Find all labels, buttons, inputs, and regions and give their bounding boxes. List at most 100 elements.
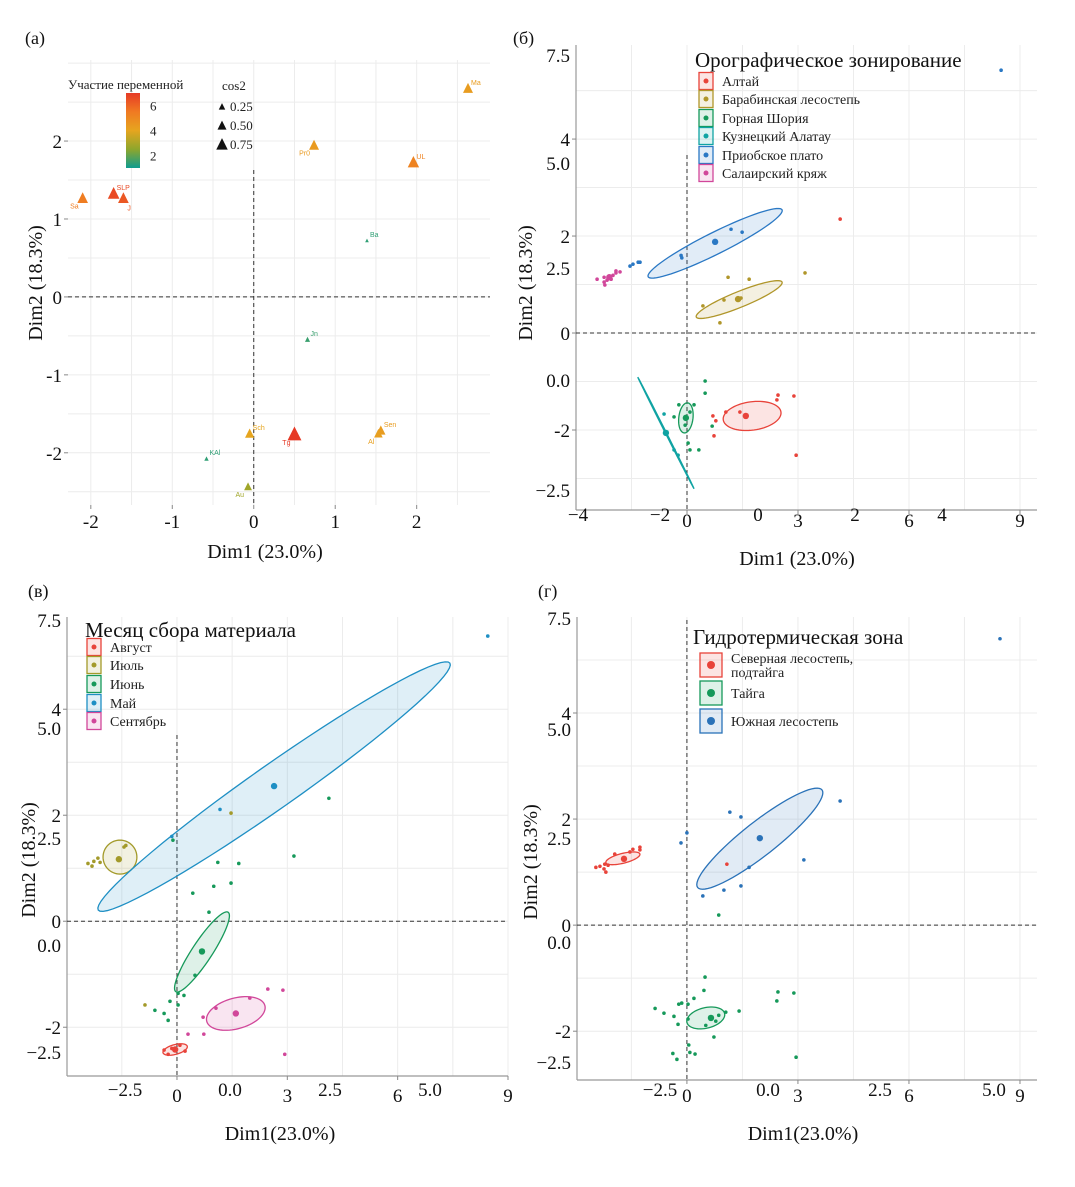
observation-point: [703, 391, 707, 395]
observation-point: [737, 1009, 741, 1013]
cos2-legend-label: 0.75: [230, 137, 253, 152]
legend-label: Август: [110, 641, 152, 656]
variable-marker: [304, 336, 311, 342]
panel-label: (г): [538, 581, 557, 602]
observation-point: [595, 277, 599, 281]
y-tick-label-overlay: 0.0: [547, 933, 571, 954]
observation-point: [686, 441, 690, 445]
legend-item: Горная Шория: [698, 108, 809, 128]
legend-cos2-title: cos2: [222, 78, 246, 93]
y-tick-label-overlay: −2.5: [27, 1043, 61, 1064]
legend-label: Тайга: [731, 687, 766, 702]
y-tick-label-overlay: 0.0: [37, 936, 61, 957]
x-tick-label-overlay: −2: [650, 505, 670, 526]
observation-point: [186, 1032, 190, 1036]
confidence-ellipse: [722, 400, 782, 432]
observation-point: [602, 280, 606, 284]
legend-item: Июль: [86, 655, 144, 675]
observation-point: [686, 1002, 690, 1006]
y-tick-label: 4: [561, 130, 571, 151]
observation-point: [703, 1023, 708, 1028]
observation-point: [628, 264, 632, 268]
observation-point: [602, 275, 606, 280]
variable-marker: [365, 238, 369, 243]
group-centroid: [115, 856, 123, 863]
legend-key-dot-icon: [703, 96, 709, 102]
observation-point: [653, 1006, 657, 1011]
observation-point: [802, 858, 806, 862]
observation-point: [662, 412, 666, 416]
x-tick-label-overlay: 5.0: [418, 1080, 442, 1101]
observation-point: [679, 1001, 684, 1005]
y-axis-title: Dim2 (18.3%): [520, 804, 542, 920]
legend-item: Май: [86, 693, 137, 713]
legend-label: Южная лесостепь: [731, 715, 838, 730]
observation-point: [776, 393, 780, 397]
y-tick-label-overlay: −2.5: [537, 1053, 571, 1074]
observation-point: [838, 799, 842, 803]
x-tick-label-overlay: 0.0: [218, 1080, 242, 1101]
legend-key-dot-icon: [707, 717, 715, 725]
observation-point: [685, 831, 689, 835]
observation-point: [631, 262, 635, 266]
observation-point: [838, 217, 842, 221]
y-tick-label: 0: [53, 288, 63, 309]
y-tick-label: 0: [52, 912, 62, 933]
variable-marker: [204, 456, 209, 461]
x-tick-label-overlay: −2.5: [108, 1080, 142, 1101]
y-tick-label-overlay: 0.0: [546, 371, 570, 392]
observation-point: [710, 424, 714, 428]
panel-label: (в): [28, 581, 49, 602]
legend-key-dot-icon: [703, 170, 709, 176]
legend-key-dot-icon: [703, 78, 709, 84]
x-axis-title: Dim1 (23.0%): [207, 541, 323, 563]
legend-item: Сентябрь: [86, 711, 166, 731]
observation-point: [803, 271, 807, 275]
observation-point: [218, 807, 222, 812]
variable-label: Sa: [70, 204, 79, 211]
observation-point: [723, 1010, 728, 1014]
panel-3: 0 3 6 9 4 2 0 -2 −2.5 0.0 2.5 5.0 7.5 5.0 2.5 0.0 −2.5 (в…: [18, 581, 513, 1145]
observation-point: [618, 270, 622, 274]
observation-point: [638, 848, 642, 852]
cos2-legend-label: 0.50: [230, 118, 253, 133]
variable-label: Sch: [253, 425, 265, 432]
panel-2: 0 3 6 9 4 2 0 -2 −4 −2 0 2 4 7.5 5.0 2.5 0.0 −2.5 (б) Dim1 …: [513, 28, 1037, 570]
observation-point: [292, 854, 296, 858]
x-tick-label-overlay: 2.5: [868, 1080, 892, 1101]
legend-item: Август: [86, 637, 152, 657]
observation-point: [171, 838, 175, 842]
observation-point: [701, 894, 705, 898]
observation-point: [124, 843, 128, 848]
legend-key-dot-icon: [91, 662, 97, 668]
x-tick-label-overlay: 2.5: [318, 1080, 342, 1101]
observation-point: [676, 1002, 681, 1006]
legend-label: Май: [110, 697, 137, 712]
observation-point: [202, 1032, 206, 1036]
observation-point: [598, 864, 602, 869]
observation-point: [722, 298, 726, 302]
x-tick-label: 3: [793, 1086, 803, 1107]
observation-point: [90, 864, 94, 868]
observation-point: [281, 988, 285, 992]
cos2-legend-label: 0.25: [230, 99, 253, 114]
observation-point: [728, 810, 732, 814]
observation-point: [747, 865, 751, 870]
observation-point: [672, 1014, 676, 1019]
colorbar-tick-label: 2: [150, 149, 157, 164]
legend-contribution-title: Участие переменной: [68, 77, 183, 92]
y-tick-label: -1: [46, 366, 62, 387]
x-tick-label: -1: [164, 512, 180, 533]
legend-item: Салаирский кряж: [698, 163, 827, 183]
group-centroid: [711, 238, 719, 246]
observation-point: [236, 861, 241, 866]
observation-point: [697, 448, 701, 452]
observation-point: [211, 884, 216, 889]
y-tick-label-overlay: 2.5: [547, 829, 571, 850]
observation-point: [207, 910, 211, 915]
observation-point: [711, 414, 715, 418]
legend-label: Горная Шория: [722, 112, 809, 127]
variable-label: UL: [416, 154, 425, 161]
y-tick-label: 2: [53, 132, 63, 153]
observation-point: [794, 1055, 798, 1059]
